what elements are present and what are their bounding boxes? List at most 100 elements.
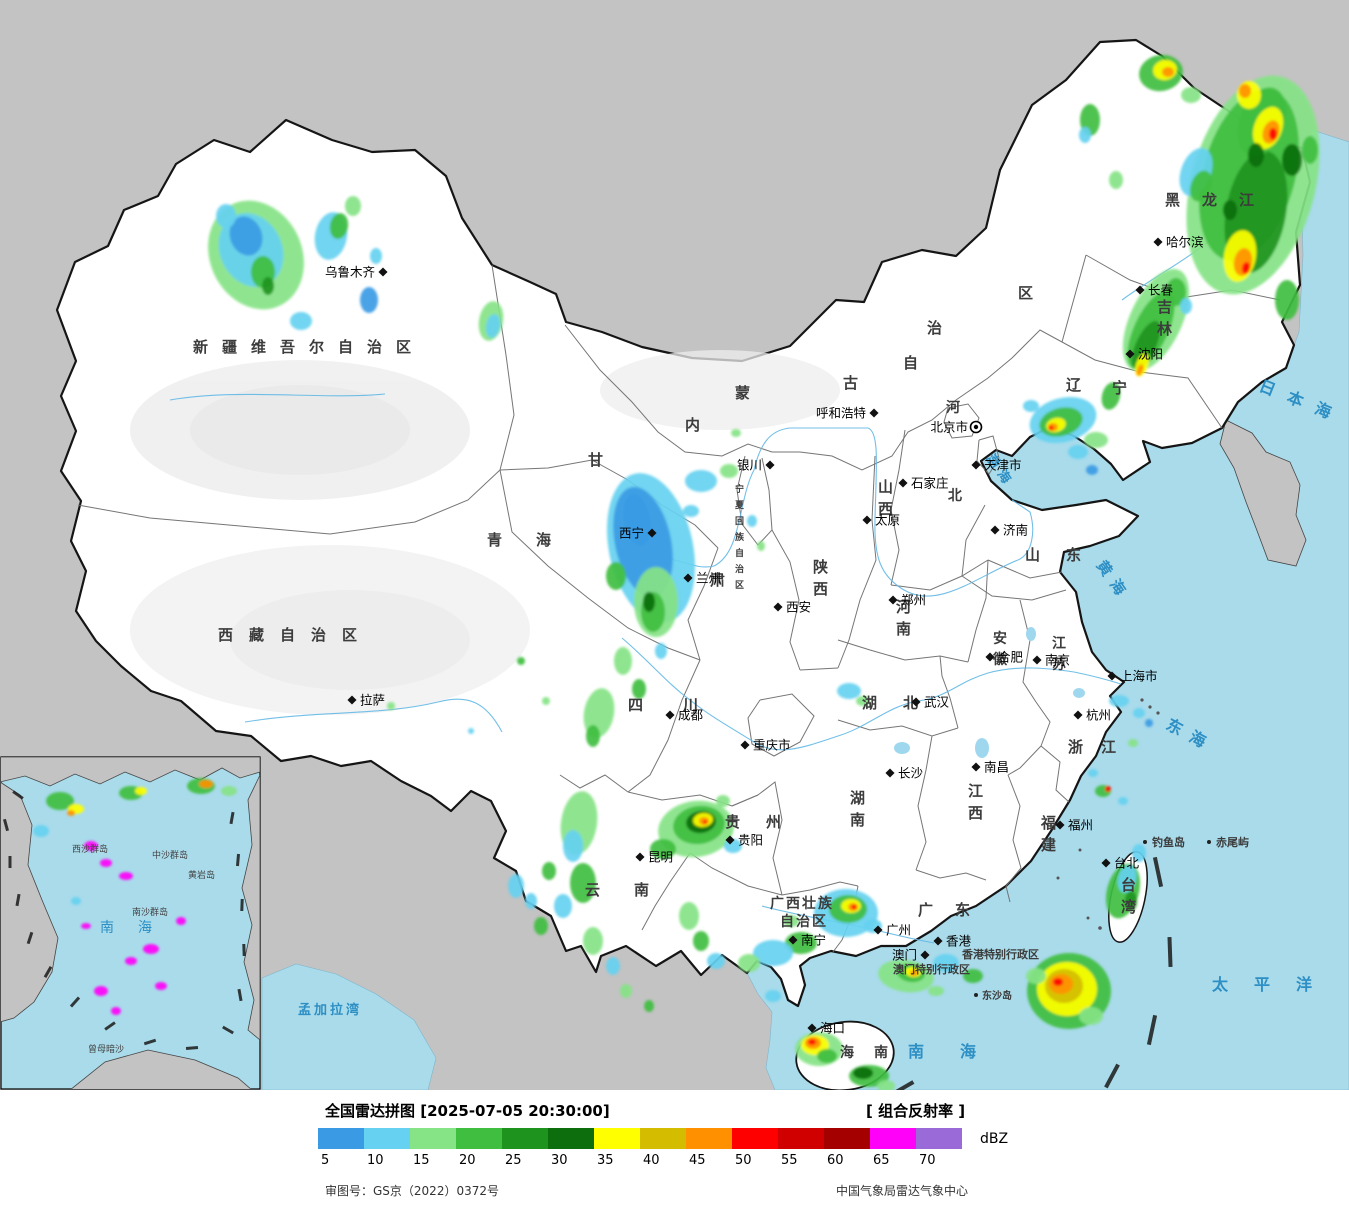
radar-echo	[1109, 171, 1123, 189]
scale-value-5: 5	[321, 1153, 330, 1168]
city-label: 太原	[875, 513, 900, 528]
city-marker: 太原	[862, 513, 900, 528]
city-marker: 沈阳	[1125, 347, 1163, 362]
radar-echo	[583, 927, 603, 955]
city-label: 香港	[946, 934, 972, 949]
city-diamond-icon	[1032, 655, 1042, 665]
radar-echo	[1239, 84, 1251, 98]
city-label: 合肥	[998, 650, 1024, 665]
radar-echo	[1079, 1007, 1103, 1025]
city-marker: 武汉	[911, 695, 950, 710]
radar-echo	[360, 287, 378, 313]
radar-echo	[650, 839, 676, 859]
city-marker: 台北	[1101, 856, 1140, 871]
radar-echo	[1166, 278, 1186, 306]
scale-segment-5	[318, 1128, 364, 1149]
province-label: 宁夏回族自治区	[734, 483, 745, 591]
city-marker: 郑州	[888, 593, 926, 608]
radar-echo	[542, 862, 556, 880]
province-label: 新疆维吾尔自治区	[193, 338, 425, 356]
city-diamond-icon	[873, 925, 883, 935]
province-label: 云南	[585, 881, 683, 899]
city-label: 成都	[678, 708, 704, 723]
city-diamond-icon	[1101, 858, 1111, 868]
radar-echo	[606, 957, 620, 975]
radar-echo	[620, 984, 632, 998]
radar-echo	[542, 697, 550, 705]
radar-echo	[387, 702, 395, 710]
city-label: 澳门	[892, 948, 917, 963]
radar-echo	[1125, 891, 1137, 911]
radar-echo	[1136, 364, 1144, 376]
radar-echo	[100, 859, 112, 867]
radar-echo	[623, 494, 651, 546]
province-label: 浙江	[1068, 738, 1134, 756]
scale-segment-15	[410, 1128, 456, 1149]
province-label: 山西	[878, 478, 893, 518]
city-label: 台北	[1114, 856, 1140, 871]
nine-dash-segment	[104, 1021, 116, 1031]
city-diamond-icon	[885, 768, 895, 778]
rivers	[169, 207, 1247, 944]
radar-echo	[345, 196, 361, 216]
radar-echo	[731, 429, 741, 437]
radar-echo	[262, 277, 274, 295]
radar-echo	[1026, 968, 1046, 984]
city-diamond-icon	[985, 652, 995, 662]
province-label: 山东	[1025, 546, 1107, 564]
inset-label: 西沙群岛	[72, 843, 108, 855]
city-marker: 福州	[1055, 818, 1093, 833]
city-diamond-icon	[933, 936, 943, 946]
radar-echo	[1084, 432, 1108, 448]
island-dot	[1207, 840, 1211, 844]
radar-echo	[1105, 786, 1111, 792]
city-marker: 南昌	[971, 760, 1009, 775]
radar-echo	[71, 897, 81, 905]
radar-echo	[1132, 844, 1146, 862]
city-label: 南京	[1045, 653, 1070, 668]
radar-echo	[1131, 321, 1161, 369]
city-diamond-icon	[725, 835, 735, 845]
scale-segment-35	[594, 1128, 640, 1149]
province-label: 蒙	[735, 384, 750, 402]
city-marker: 北京市	[930, 420, 983, 435]
province-label: 广西壮族	[770, 895, 834, 912]
radar-echo	[1118, 797, 1128, 805]
radar-echo	[1133, 708, 1145, 718]
inset-label: 曾母暗沙	[88, 1043, 124, 1055]
radar-echo	[1190, 170, 1212, 202]
radar-echo	[1088, 769, 1098, 777]
radar-echo	[1275, 280, 1299, 320]
city-marker: 广州	[873, 923, 911, 938]
nine-dash-segment	[15, 893, 21, 907]
city-label: 石家庄	[911, 476, 949, 491]
legend-title: 全国雷达拼图 [2025-07-05 20:30:00]	[325, 1102, 610, 1120]
radar-echo	[111, 1007, 121, 1015]
province-label: 四川	[628, 696, 738, 714]
scale-value-15: 15	[413, 1153, 430, 1168]
province-label: 古	[843, 374, 858, 392]
city-diamond-icon	[1073, 710, 1083, 720]
nine-dash-segment	[891, 1080, 915, 1090]
radar-echo	[837, 683, 861, 699]
radar-echo	[570, 863, 596, 903]
nine-dash-segment	[43, 966, 53, 978]
city-diamond-icon	[807, 1023, 817, 1033]
city-diamond-icon	[773, 602, 783, 612]
radar-echo	[614, 647, 632, 675]
scale-value-30: 30	[551, 1153, 568, 1168]
radar-echo	[757, 541, 765, 551]
radar-echo	[685, 470, 717, 492]
city-label: 长春	[1148, 283, 1174, 298]
nine-dash-segment	[1104, 1063, 1120, 1089]
dbz-unit-label: dBZ	[980, 1131, 1009, 1147]
nine-dash-segment	[2, 818, 10, 832]
province-label: 黑龙江	[1165, 191, 1276, 209]
scale-value-65: 65	[873, 1153, 890, 1168]
city-marker: 银川	[737, 458, 775, 473]
scale-segment-55	[778, 1128, 824, 1149]
radar-echo	[703, 820, 707, 824]
scale-value-55: 55	[781, 1153, 798, 1168]
